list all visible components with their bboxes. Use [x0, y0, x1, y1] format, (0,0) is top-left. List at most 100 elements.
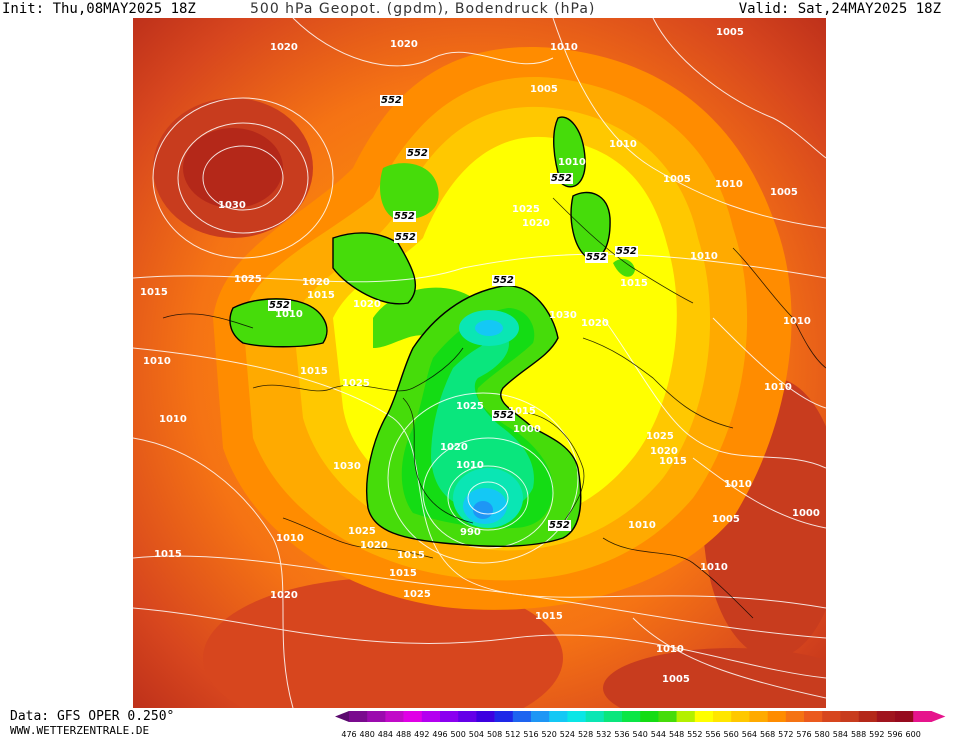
legend-swatch [694, 711, 714, 722]
legend-swatch [822, 711, 841, 722]
isobar-label: 1010 [783, 316, 811, 327]
gpdm-label: 552 [268, 300, 291, 311]
legend-tick-label: 596 [887, 730, 902, 739]
isobar-lines [133, 18, 826, 708]
legend-swatch [512, 711, 532, 722]
legend-tick-label: 492 [414, 730, 429, 739]
legend-arrow-left [335, 711, 349, 722]
legend-swatch [567, 711, 586, 722]
isobar-label: 1010 [609, 139, 637, 150]
legend-tick-label: 584 [833, 730, 848, 739]
legend-swatch [476, 711, 495, 722]
isobar-label: 1015 [154, 549, 182, 560]
legend-tick-label: 480 [360, 730, 375, 739]
trough-region [613, 258, 635, 277]
isobar-label: 1010 [159, 414, 187, 425]
gpdm-label: 552 [550, 173, 573, 184]
trough-region [380, 163, 439, 220]
isobar-label: 1010 [275, 309, 303, 320]
legend-tick-label: 528 [578, 730, 593, 739]
isobar-label: 1015 [620, 278, 648, 289]
legend-tick-label: 512 [505, 730, 520, 739]
legend-tick-label: 552 [687, 730, 702, 739]
gpdm-label: 552 [393, 211, 416, 222]
isobar-label: 1020 [270, 42, 298, 53]
warm-sector [603, 648, 826, 708]
gpdm-label: 552 [406, 148, 429, 159]
legend-swatch [640, 711, 659, 722]
legend-tick-label: 592 [869, 730, 884, 739]
legend-swatch [713, 711, 732, 722]
legend-tick-label: 580 [815, 730, 830, 739]
isobar-label: 1030 [333, 461, 361, 472]
legend-tick-label: 576 [796, 730, 811, 739]
legend-tick-label: 532 [596, 730, 611, 739]
legend-swatch [767, 711, 787, 722]
isobar-label: 1010 [550, 42, 578, 53]
isobar-label: 1025 [348, 526, 376, 537]
legend-swatch [421, 711, 441, 722]
legend-tick-label: 572 [778, 730, 793, 739]
isobar-label: 1005 [663, 174, 691, 185]
legend-tick-label: 560 [724, 730, 739, 739]
website-link[interactable]: WWW.WETTERZENTRALE.DE [10, 724, 150, 737]
isobar-label: 1015 [300, 366, 328, 377]
legend-tick-label: 564 [742, 730, 757, 739]
isobar-label: 1020 [390, 39, 418, 50]
isobar-label: 1010 [656, 644, 684, 655]
legend-swatch [731, 711, 750, 722]
trough-region [571, 192, 611, 259]
legend-tick-label: 544 [651, 730, 666, 739]
isobar-label: 1020 [440, 442, 468, 453]
header: Init: Thu,08MAY2025 18Z 500 hPa Geopot. … [0, 0, 959, 22]
isobar-label: 1010 [628, 520, 656, 531]
data-source: Data: GFS OPER 0.250° [10, 709, 175, 724]
legend-tick-label: 488 [396, 730, 411, 739]
init-time: Init: Thu,08MAY2025 18Z [2, 1, 196, 17]
isobar-label: 1020 [353, 299, 381, 310]
legend-swatch [913, 711, 932, 722]
isobar-label: 1010 [276, 533, 304, 544]
valid-time: Valid: Sat,24MAY2025 18Z [738, 1, 941, 17]
isobar-label: 1025 [512, 204, 540, 215]
isobar-label: 1015 [535, 611, 563, 622]
isobar-label: 1015 [140, 287, 168, 298]
legend-swatch [804, 711, 823, 722]
gpdm-label: 552 [492, 410, 515, 421]
isobar-label: 1010 [724, 479, 752, 490]
footer: Data: GFS OPER 0.250° WWW.WETTERZENTRALE… [10, 710, 174, 738]
isobar-label: 1025 [456, 401, 484, 412]
legend-swatch [785, 711, 805, 722]
trough-region [553, 117, 586, 187]
legend-swatch [403, 711, 423, 722]
legend-tick-label: 600 [906, 730, 921, 739]
isobar-label: 1000 [792, 508, 820, 519]
isobar-label: 1025 [234, 274, 262, 285]
legend-swatch [531, 711, 550, 722]
color-legend: 476 480 484 488 492 496 500 504 508 512 516 520 524 5… [333, 711, 959, 741]
isobar-label: 1010 [764, 382, 792, 393]
legend-swatch [349, 711, 368, 722]
legend-swatch [458, 711, 477, 722]
isobar-label: 1025 [342, 378, 370, 389]
low-center-south-core [473, 501, 493, 519]
vortex-core [431, 338, 534, 511]
isobar-label: 1020 [270, 590, 298, 601]
isobar-label: 1010 [715, 179, 743, 190]
legend-swatch [895, 711, 914, 722]
gpdm-label: 552 [380, 95, 403, 106]
isobar-label: 1015 [508, 406, 536, 417]
legend-tick-label: 508 [487, 730, 502, 739]
legend-tick-label: 516 [523, 730, 538, 739]
legend-tick-label: 548 [669, 730, 684, 739]
gpdm-label: 552 [394, 232, 417, 243]
legend-bar: 476 480 484 488 492 496 500 504 508 512 516 520 524 5… [335, 711, 946, 739]
legend-arrow-right [931, 711, 946, 722]
isobar-label: 1025 [403, 589, 431, 600]
legend-swatch [858, 711, 878, 722]
isobar-label: 1025 [646, 431, 674, 442]
legend-tick-label: 540 [633, 730, 648, 739]
legend-tick-label: 536 [614, 730, 629, 739]
gpdm-label: 552 [548, 520, 571, 531]
legend-tick-label: 524 [560, 730, 575, 739]
